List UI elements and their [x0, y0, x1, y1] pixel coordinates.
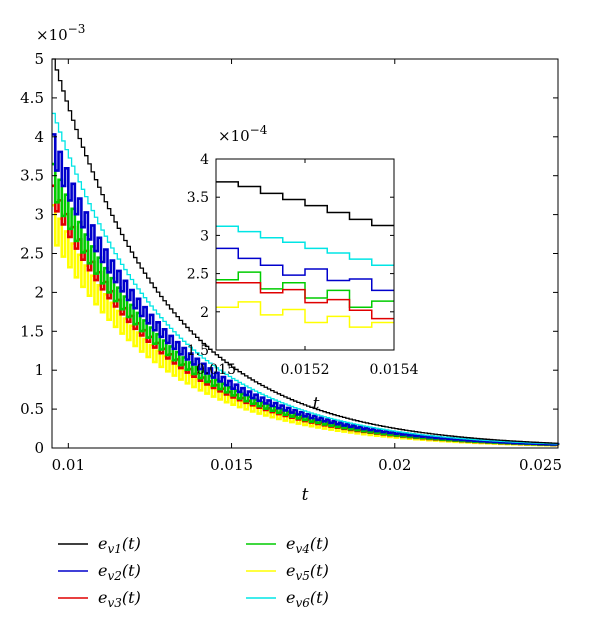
main-y-multiplier-base: ×10 — [36, 26, 68, 44]
inset-x-tick-label: 0.015 — [196, 362, 236, 378]
inset-series-ev1t — [216, 181, 394, 227]
legend-label-suffix: (t) — [122, 561, 141, 580]
legend-label-suffix: (t) — [122, 588, 141, 607]
main-x-axis-title: t — [302, 485, 309, 505]
main-y-tick-label: 1.5 — [20, 322, 44, 340]
legend-label-v6: ev6(t) — [286, 588, 329, 610]
inset-series-group — [216, 181, 394, 328]
legend-label-subscript: v5 — [295, 569, 309, 583]
main-y-tick-label: 2 — [34, 283, 44, 301]
main-x-tick-label: 0.015 — [210, 456, 253, 474]
inset-y-multiplier-exponent: −4 — [250, 123, 268, 137]
main-plot: 0.01 0.015 0.02 0.025 0 0.5 1 1.5 2 2.5 3 3.5 4 4.5 5… — [20, 22, 562, 505]
main-y-tick-label: 0 — [34, 439, 44, 457]
inset-y-tick-label: 1.5 — [187, 343, 209, 359]
main-y-multiplier-exponent: −3 — [68, 22, 86, 36]
legend-label-subscript: v1 — [107, 542, 121, 556]
legend-label-suffix: (t) — [310, 534, 329, 553]
inset-y-multiplier: ×10−4 — [218, 123, 268, 145]
legend-label-base: e — [286, 561, 295, 580]
inset-y-tick-label: 3.5 — [187, 190, 209, 206]
main-x-ticks: 0.01 0.015 0.02 0.025 — [52, 59, 562, 474]
legend-label-subscript: v3 — [107, 596, 122, 610]
main-y-ticks: 0 0.5 1 1.5 2 2.5 3 3.5 4 4.5 5 — [20, 50, 558, 457]
inset-series-ev5t — [216, 301, 394, 328]
legend-label-subscript: v2 — [107, 569, 121, 583]
inset-y-tick-label: 2.5 — [187, 267, 209, 283]
main-x-tick-label: 0.02 — [378, 456, 411, 474]
main-y-multiplier: ×10−3 — [36, 22, 85, 44]
inset-x-axis-title: t — [313, 394, 320, 414]
inset-series-ev6t — [216, 225, 394, 266]
main-y-tick-label: 3 — [34, 206, 44, 224]
inset-x-tick-label: 0.0152 — [281, 362, 330, 378]
inset-y-tick-label: 3 — [200, 228, 209, 244]
legend-label-base: e — [286, 588, 295, 607]
legend-label-v5: ev5(t) — [286, 561, 329, 583]
main-y-tick-label: 2.5 — [20, 245, 44, 263]
main-y-tick-label: 0.5 — [20, 400, 44, 418]
legend-label-base: e — [286, 534, 295, 553]
main-series-ev2t — [52, 133, 560, 446]
main-x-tick-label: 0.025 — [519, 456, 562, 474]
legend-label-suffix: (t) — [310, 588, 329, 607]
legend-label-v2: ev2(t) — [98, 561, 141, 583]
main-y-tick-label: 4 — [34, 128, 44, 146]
inset-y-multiplier-base: ×10 — [218, 127, 250, 145]
legend-label-base: e — [98, 588, 107, 607]
legend: ev1(t) ev4(t)ev2(t) ev5(t)ev3(t) ev6(t) — [58, 534, 329, 610]
inset-series-ev2t — [216, 247, 394, 292]
main-y-tick-label: 5 — [34, 50, 44, 68]
legend-label-v4: ev4(t) — [286, 534, 329, 556]
inset-y-tick-label: 4 — [200, 152, 209, 168]
main-series-ev6t — [52, 112, 559, 445]
inset-x-ticks: 0.015 0.0152 0.0154 — [196, 159, 419, 378]
main-y-tick-label: 4.5 — [20, 89, 44, 107]
main-y-tick-label: 3.5 — [20, 167, 44, 185]
main-series-ev1t — [52, 58, 559, 444]
legend-label-v3: ev3(t) — [98, 588, 141, 610]
legend-label-subscript: v6 — [295, 596, 310, 610]
inset-x-tick-label: 0.0154 — [370, 362, 419, 378]
main-series-group — [52, 58, 560, 447]
legend-label-v1: ev1(t) — [98, 534, 141, 556]
legend-label-suffix: (t) — [122, 534, 141, 553]
inset-y-tick-label: 2 — [200, 305, 209, 321]
main-x-tick-label: 0.01 — [52, 456, 85, 474]
inset-series-ev3t — [216, 282, 394, 320]
inset-y-ticks: 1.5 2 2.5 3 3.5 4 — [187, 152, 394, 359]
inset-plot: 0.015 0.0152 0.0154 1.5 2 2.5 3 3.5 4 ×10−4 t — [187, 123, 419, 414]
legend-label-base: e — [98, 534, 107, 553]
legend-label-suffix: (t) — [310, 561, 329, 580]
legend-label-subscript: v4 — [295, 542, 309, 556]
main-y-tick-label: 1 — [34, 361, 44, 379]
legend-label-base: e — [98, 561, 107, 580]
